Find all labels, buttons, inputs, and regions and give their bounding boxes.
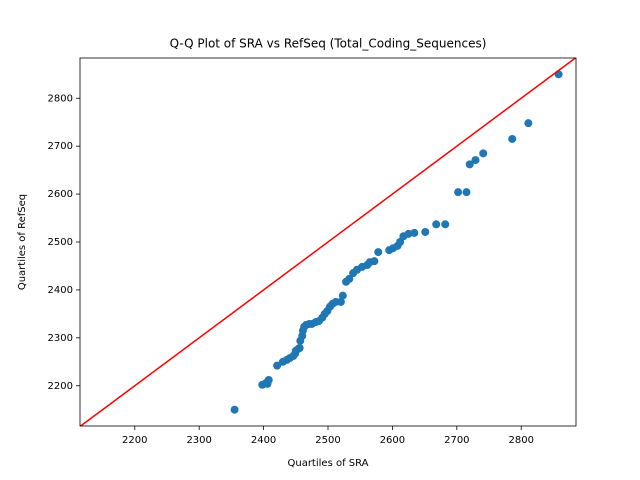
chart-title: Q-Q Plot of SRA vs RefSeq (Total_Coding_… — [170, 37, 487, 51]
y-tick-label: 2500 — [48, 237, 73, 248]
scatter-point — [230, 405, 239, 414]
scatter-point — [263, 379, 272, 388]
y-tick-label: 2600 — [48, 189, 73, 200]
x-axis-label: Quartiles of SRA — [287, 458, 368, 469]
scatter-point — [524, 119, 533, 128]
x-tick-label: 2400 — [251, 435, 276, 446]
y-tick-label: 2700 — [48, 141, 73, 152]
scatter-point — [421, 227, 430, 236]
y-axis-label: Quartiles of RefSeq — [17, 194, 28, 290]
scatter-point — [336, 297, 345, 306]
reference-line — [80, 58, 576, 426]
scatter-point — [454, 188, 463, 197]
scatter-point — [554, 70, 563, 79]
x-tick-label: 2600 — [380, 435, 405, 446]
x-tick-label: 2300 — [186, 435, 211, 446]
scatter-point — [345, 274, 354, 283]
plot-frame — [79, 57, 577, 427]
scatter-point — [465, 160, 474, 169]
y-tick-label: 2400 — [48, 285, 73, 296]
scatter-point — [479, 149, 488, 158]
y-tick-label: 2200 — [48, 381, 73, 392]
scatter-point — [441, 220, 450, 229]
x-tick-label: 2200 — [122, 435, 147, 446]
scatter-point — [295, 343, 304, 352]
y-tick-label: 2300 — [48, 333, 73, 344]
x-tick-label: 2500 — [315, 435, 340, 446]
scatter-point — [432, 220, 441, 229]
scatter-point — [462, 188, 471, 197]
scatter-point — [508, 134, 517, 143]
scatter-point — [410, 228, 419, 237]
y-tick-label: 2800 — [48, 93, 73, 104]
scatter-point — [370, 257, 379, 266]
scatter-point — [374, 248, 383, 257]
x-tick-label: 2700 — [444, 435, 469, 446]
scatter-point — [338, 291, 347, 300]
scatter-point — [471, 156, 480, 165]
x-tick-label: 2800 — [509, 435, 534, 446]
scatter-point — [273, 361, 282, 370]
